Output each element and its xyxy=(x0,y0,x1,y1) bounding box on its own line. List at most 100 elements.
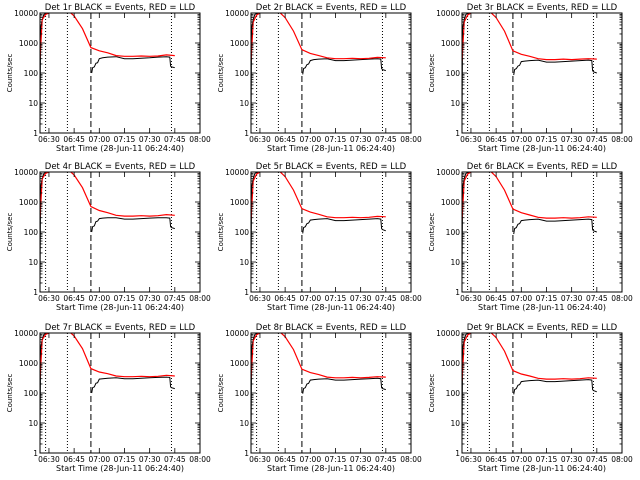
chart-panel-1: 1 10 100 1000 10000 06:30 06:45 07:00 07:15 07:30… xyxy=(6,3,211,153)
x-axis-label: Start Time (28-Jun-11 06:24:40) xyxy=(267,464,395,473)
y-tick-label: 1000 xyxy=(441,39,460,48)
x-tick-label: 07:00 xyxy=(299,135,321,144)
series-lld xyxy=(462,172,597,221)
x-tick-label: 07:45 xyxy=(164,455,186,464)
x-tick-label: 08:00 xyxy=(400,294,422,303)
y-tick-label: 1000 xyxy=(441,359,460,368)
y-tick-label: 100 xyxy=(235,69,250,78)
x-tick-label: 08:00 xyxy=(611,294,633,303)
chart-panel-2: 1 10 100 1000 10000 06:30 06:45 07:00 07:15 07:30… xyxy=(217,3,422,153)
y-tick-label: 100 xyxy=(446,389,461,398)
x-tick-label: 06:30 xyxy=(249,294,271,303)
line-lld xyxy=(40,333,175,379)
x-tick-label: 07:30 xyxy=(350,294,372,303)
x-tick-label: 07:00 xyxy=(299,455,321,464)
y-axis-label: Counts/sec xyxy=(217,374,225,413)
plot-frame xyxy=(39,332,201,454)
chart-panel-4: 1 10 100 1000 10000 06:30 06:45 07:00 07:15 07:30… xyxy=(6,162,211,312)
line-lld xyxy=(251,333,386,380)
x-tick-label: 08:00 xyxy=(611,455,633,464)
x-tick-label: 07:30 xyxy=(139,455,161,464)
line-lld xyxy=(462,333,597,382)
series-lld xyxy=(462,13,597,62)
y-axis-label: Counts/sec xyxy=(428,54,436,93)
x-tick-label: 08:00 xyxy=(400,135,422,144)
series-events xyxy=(251,333,386,445)
plot-frame xyxy=(250,332,412,454)
line-events xyxy=(91,56,175,74)
x-tick-label: 08:00 xyxy=(189,135,211,144)
x-tick-label: 07:00 xyxy=(510,455,532,464)
line-events xyxy=(513,218,597,235)
chart-panel-9: 1 10 100 1000 10000 06:30 06:45 07:00 07:15 07:30… xyxy=(428,323,633,473)
plot-frame xyxy=(461,332,623,454)
y-tick-label: 10000 xyxy=(436,168,460,177)
y-axis-label: Counts/sec xyxy=(428,213,436,252)
x-axis-label: Start Time (28-Jun-11 06:24:40) xyxy=(267,303,395,312)
series-events xyxy=(40,13,175,125)
x-tick-label: 06:30 xyxy=(460,135,482,144)
x-tick-label: 07:15 xyxy=(325,294,347,303)
series-lld xyxy=(40,13,175,59)
series-events xyxy=(462,172,597,284)
y-tick-label: 1 xyxy=(244,449,249,458)
x-tick-label: 07:00 xyxy=(88,455,110,464)
panel-title: Det 6r BLACK = Events, RED = LLD xyxy=(467,162,618,172)
line-events xyxy=(302,58,386,75)
y-tick-label: 1000 xyxy=(230,359,249,368)
x-tick-label: 07:15 xyxy=(114,455,136,464)
x-tick-label: 07:15 xyxy=(114,135,136,144)
y-tick-label: 10000 xyxy=(14,168,38,177)
y-tick-label: 1000 xyxy=(230,198,249,207)
x-tick-label: 07:30 xyxy=(561,455,583,464)
x-axis-label: Start Time (28-Jun-11 06:24:40) xyxy=(56,464,184,473)
x-tick-label: 07:30 xyxy=(561,135,583,144)
x-axis-label: Start Time (28-Jun-11 06:24:40) xyxy=(478,303,606,312)
x-axis-label: Start Time (28-Jun-11 06:24:40) xyxy=(478,144,606,153)
x-tick-label: 07:15 xyxy=(536,135,558,144)
panel-title: Det 3r BLACK = Events, RED = LLD xyxy=(467,3,618,13)
series-events xyxy=(462,13,597,125)
line-lld xyxy=(462,13,597,62)
x-tick-label: 06:30 xyxy=(38,294,60,303)
plot-frame xyxy=(461,171,623,293)
y-tick-label: 1 xyxy=(244,129,249,138)
line-events xyxy=(513,379,597,395)
line-lld xyxy=(251,13,386,62)
y-tick-label: 10 xyxy=(239,258,249,267)
x-tick-label: 07:15 xyxy=(325,135,347,144)
plot-frame xyxy=(39,171,201,293)
x-tick-label: 07:45 xyxy=(164,294,186,303)
y-tick-label: 10000 xyxy=(225,168,249,177)
y-tick-label: 10000 xyxy=(436,329,460,338)
x-tick-label: 06:30 xyxy=(249,135,271,144)
line-events xyxy=(91,217,175,233)
panel-title: Det 9r BLACK = Events, RED = LLD xyxy=(467,323,618,333)
y-tick-label: 100 xyxy=(24,389,39,398)
line-events xyxy=(91,376,175,394)
y-tick-label: 100 xyxy=(24,69,39,78)
x-tick-label: 07:30 xyxy=(350,455,372,464)
y-tick-label: 10 xyxy=(28,258,38,267)
line-events xyxy=(302,218,386,234)
x-tick-label: 07:45 xyxy=(586,455,608,464)
x-tick-label: 06:30 xyxy=(460,294,482,303)
x-tick-label: 06:45 xyxy=(485,135,507,144)
x-tick-label: 07:45 xyxy=(375,455,397,464)
x-axis-label: Start Time (28-Jun-11 06:24:40) xyxy=(56,303,184,312)
x-tick-label: 07:15 xyxy=(536,294,558,303)
y-tick-label: 1 xyxy=(33,129,38,138)
x-tick-label: 08:00 xyxy=(189,294,211,303)
y-axis-label: Counts/sec xyxy=(6,374,14,413)
y-tick-label: 1000 xyxy=(230,39,249,48)
line-lld xyxy=(40,172,175,218)
x-tick-label: 07:00 xyxy=(510,294,532,303)
y-tick-label: 1 xyxy=(455,449,460,458)
y-tick-label: 1 xyxy=(244,288,249,297)
chart-panel-8: 1 10 100 1000 10000 06:30 06:45 07:00 07:15 07:30… xyxy=(217,323,422,473)
x-tick-label: 06:30 xyxy=(38,455,60,464)
y-tick-label: 10 xyxy=(28,99,38,108)
panel-title: Det 8r BLACK = Events, RED = LLD xyxy=(256,323,407,333)
y-tick-label: 1 xyxy=(455,129,460,138)
